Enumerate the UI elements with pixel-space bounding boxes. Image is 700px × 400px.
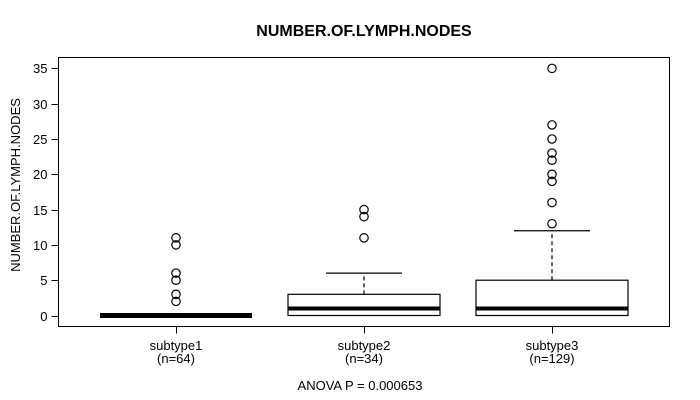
y-tick-label: 20 — [33, 167, 47, 182]
outlier-point — [171, 233, 181, 243]
group-sublabel: (n=129) — [529, 351, 574, 366]
iqr-box — [287, 293, 441, 317]
y-tick-label: 35 — [33, 61, 47, 76]
y-tick-label: 25 — [33, 132, 47, 147]
y-tick-label: 0 — [40, 309, 47, 324]
outlier-point — [171, 289, 181, 300]
outlier-point — [171, 275, 181, 285]
anova-annotation: ANOVA P = 0.000653 — [298, 378, 423, 393]
group-sublabel: (n=64) — [157, 351, 195, 366]
group-label: subtype3 — [526, 338, 579, 353]
group-label: subtype1 — [150, 338, 203, 353]
y-tick-label: 15 — [33, 203, 47, 218]
outlier-point — [547, 176, 557, 187]
outlier-point — [547, 197, 557, 208]
outlier-point — [547, 148, 557, 158]
outlier-point — [547, 120, 557, 130]
chart-layer: 0 5 10 15 20 25 30 35 subtype1(n=64) subtype2(n=3… — [33, 57, 670, 366]
outlier-point — [547, 218, 557, 229]
y-axis-label: NUMBER.OF.LYMPH.NODES — [8, 98, 23, 272]
outlier-point — [171, 268, 181, 278]
outlier-point — [171, 240, 181, 250]
y-tick-label: 10 — [33, 238, 47, 253]
outlier-point — [359, 233, 369, 243]
outlier-point — [171, 296, 181, 307]
outlier-point — [359, 211, 369, 222]
outlier-point — [359, 204, 369, 215]
group-sublabel: (n=34) — [345, 351, 383, 366]
outlier-point — [547, 134, 557, 144]
outlier-point — [547, 155, 557, 165]
outlier-point — [547, 63, 557, 74]
y-tick-label: 5 — [40, 273, 47, 288]
y-tick-label: 30 — [33, 97, 47, 112]
chart-title: NUMBER.OF.LYMPH.NODES — [256, 23, 472, 40]
group-label: subtype2 — [338, 338, 391, 353]
outlier-point — [547, 169, 557, 180]
